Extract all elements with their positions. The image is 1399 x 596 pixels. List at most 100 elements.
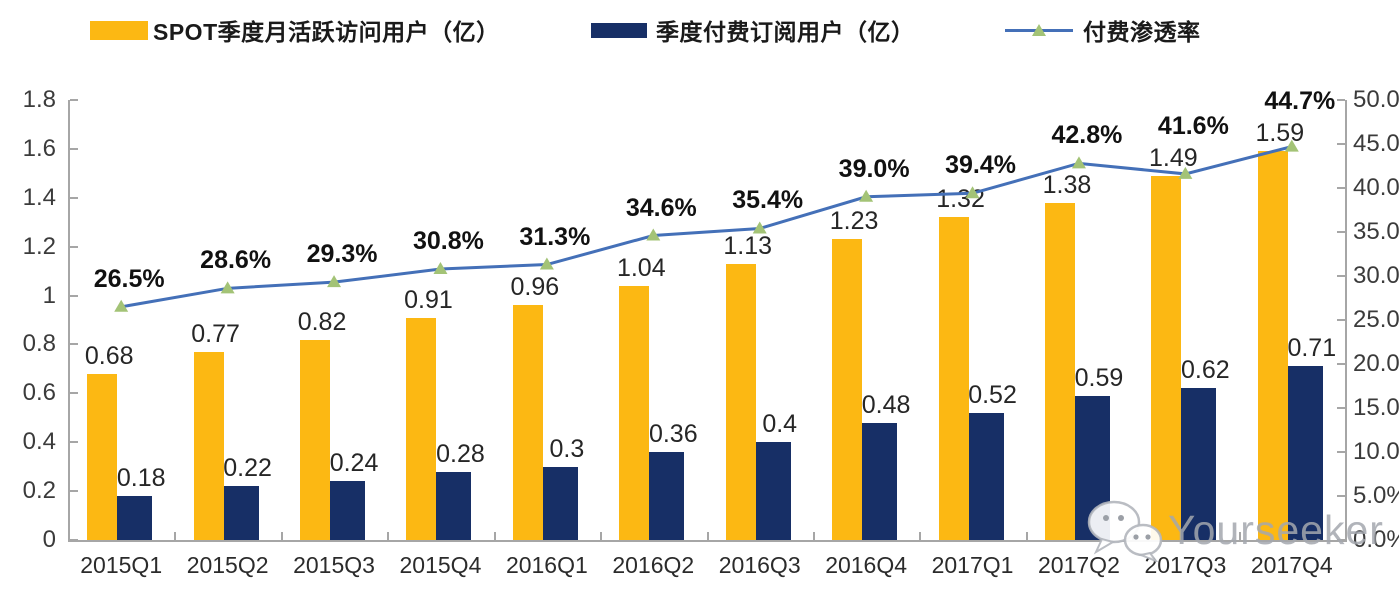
x-axis-label: 2015Q4 [399,552,482,578]
bar-mau-value-label: 0.91 [404,285,453,314]
y-axis-right-label: 45.0% [1353,130,1399,157]
bar-subscribers-value-label: 0.36 [648,420,698,448]
bar-subscribers-value-label: 0.22 [223,454,272,483]
y-axis-right-label: 25.0% [1353,306,1399,333]
bar-mau [87,373,118,540]
y-axis-right-tick [1337,319,1345,321]
bar-subscribers-value-label: 0.28 [436,439,485,468]
y-axis-right-tick [1337,451,1345,453]
bar-mau [938,217,969,540]
y-axis-right-tick [1337,231,1345,233]
bar-subscribers [223,486,259,540]
y-axis-right-label: 10.0% [1353,438,1399,465]
bar-subscribers-value-label: 0.59 [1074,363,1124,392]
bar-subscribers-value-label: 0.18 [116,464,166,492]
x-axis-label: 2017Q1 [931,552,1014,578]
y-axis-left-tick [70,539,78,541]
bar-subscribers-value-label: 0.52 [968,380,1017,409]
x-axis-tick [812,532,815,540]
bar-subscribers [542,466,578,540]
y-axis-right-label: 40.0% [1353,174,1399,201]
penetration-value-label: 35.4% [732,186,804,215]
bar-subscribers [968,412,1004,540]
triangle-marker-icon [1032,24,1046,36]
penetration-value-label: 31.3% [519,222,591,251]
wechat-icon [1087,500,1163,562]
y-axis-right-tick [1337,407,1345,409]
bar-subscribers-value-label: 0.3 [549,434,585,463]
bar-mau [512,305,543,540]
x-axis-tick [493,532,496,540]
x-axis-tick [1345,532,1347,540]
penetration-value-label: 42.8% [1051,121,1123,150]
legend-label-penetration: 付费渗透率 [1083,19,1201,45]
bar-subscribers [330,481,366,540]
legend-item-mau: SPOT季度月活跃访问用户（亿） [90,13,500,47]
bar-subscribers-value-label: 0.48 [861,390,911,419]
y-axis-right-tick [1337,363,1345,365]
x-axis-tick [919,532,922,540]
bar-mau-value-label: 1.13 [723,231,773,260]
x-axis-label: 2016Q2 [612,552,695,578]
x-axis-tick [1025,532,1028,540]
penetration-value-label: 39.4% [945,151,1016,180]
bar-mau-value-label: 0.82 [297,307,347,336]
bar-subscribers [117,496,153,540]
x-axis-tick [280,532,283,540]
bar-subscribers-value-label: 0.71 [1287,334,1337,363]
y-axis-left-tick [70,294,78,297]
y-axis-left-label: 1 [42,281,56,309]
y-axis-left-tick [70,99,78,101]
legend-swatch-mau [90,20,148,40]
x-axis-label: 2016Q3 [718,552,801,578]
y-axis-left-label: 0.4 [22,428,56,456]
y-axis-right-label: 0.0% [1353,526,1399,553]
x-axis-label: 2017Q4 [1250,552,1333,578]
y-axis-left-label: 1.4 [22,183,56,211]
x-axis-label: 2017Q2 [1038,552,1120,578]
x-axis-tick [600,532,603,540]
y-axis-right-tick [1337,187,1345,189]
y-axis-left-label: 0.2 [22,477,56,505]
legend-label-mau: SPOT季度月活跃访问用户（亿） [153,19,500,45]
x-axis-label: 2015Q2 [186,552,269,578]
x-axis [68,540,1347,542]
y-axis-left-tick [70,343,78,346]
x-axis-label: 2017Q3 [1144,552,1227,578]
y-axis-right-label: 30.0% [1353,262,1399,289]
bar-subscribers-value-label: 0.4 [762,410,798,439]
bar-mau-value-label: 0.68 [84,341,134,370]
bar-subscribers [755,442,791,540]
y-axis-right-label: 15.0% [1353,394,1399,421]
y-axis-left-label: 0 [42,526,56,553]
legend-item-subscribers: 季度付费订阅用户（亿） [591,13,915,47]
y-axis-right-tick [1337,495,1345,497]
y-axis-left-label: 1.8 [22,86,56,113]
y-axis-right-tick [1337,539,1345,541]
x-axis-label: 2015Q1 [80,552,163,578]
y-axis-right-label: 20.0% [1353,350,1399,377]
legend-item-penetration: 付费渗透率 [1005,13,1201,47]
legend-swatch-subscribers [591,22,647,38]
y-axis-right-tick [1337,143,1345,145]
bar-mau [725,263,756,540]
y-axis-left [68,100,70,540]
watermark-text: Yourseeker [1168,506,1384,553]
y-axis-left-label: 1.6 [22,134,56,162]
y-axis-left-tick [70,441,78,444]
bar-mau [406,317,437,540]
x-axis-tick [174,532,177,540]
y-axis-left-label: 0.6 [22,379,56,407]
legend-swatch-penetration-line [1005,23,1073,37]
bar-subscribers-value-label: 0.24 [329,449,379,478]
penetration-value-label: 41.6% [1157,111,1229,140]
x-axis-label: 2016Q1 [505,552,588,578]
bar-mau-value-label: 1.04 [616,253,666,282]
bar-subscribers [862,422,898,540]
legend-label-subscribers: 季度付费订阅用户（亿） [656,19,915,45]
y-axis-right-label: 5.0% [1353,482,1399,509]
bar-mau-value-label: 1.32 [936,185,985,214]
bar-mau [619,285,650,540]
y-axis-left-label: 1.2 [22,232,56,260]
